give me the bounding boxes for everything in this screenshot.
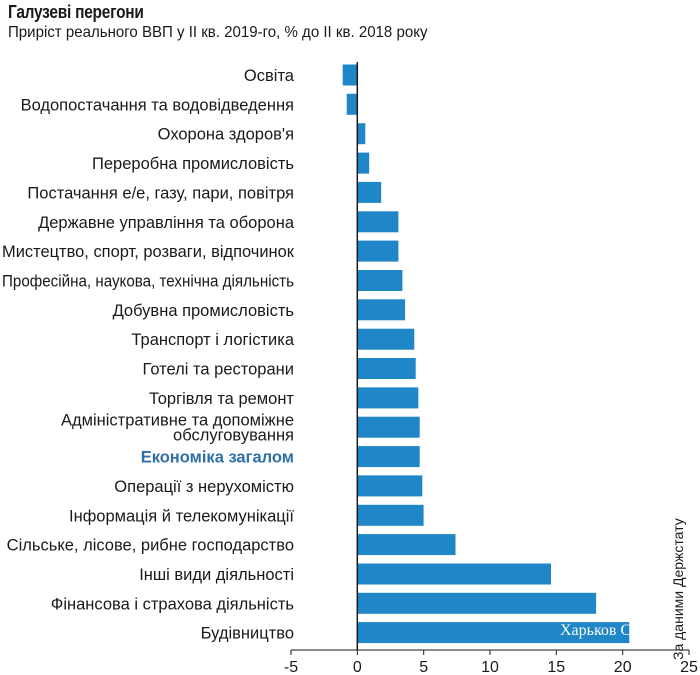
bar [357,240,399,262]
x-tick-label: 20 [614,659,632,675]
category-label: Операції з нерухомістю [114,478,294,496]
category-label: Водопостачання та водовідведення [21,96,294,114]
x-tick-label: 25 [680,659,698,675]
bar [357,475,423,497]
bar [357,416,420,438]
bar [357,387,419,409]
bar [357,504,424,526]
category-label: Транспорт і логістика [131,331,294,349]
x-tick-label: 10 [481,659,499,675]
category-label: Освіта [244,67,295,85]
bar [357,152,370,174]
x-tick-label: 5 [419,659,428,675]
bar [357,270,403,291]
source-note: За даними Держстату [670,518,686,660]
bar [357,534,456,556]
chart-subtitle: Приріст реального ВВП у ІІ кв. 2019-го, … [8,24,428,41]
bar [357,211,399,233]
category-label: Фінансова і страхова діяльність [51,595,294,613]
category-label: Торгівля та ремонт [149,390,294,408]
category-label: Сільське, лісове, рибне господарство [7,537,294,555]
bar [357,328,415,350]
category-label: Будівництво [201,625,294,643]
x-tick-label: 0 [353,659,362,675]
category-label: Охорона здоров'я [158,126,294,144]
category-label: Постачання е/е, газу, пари, повітря [27,184,294,202]
bar [357,446,420,468]
category-label: Економіка загалом [141,449,294,467]
x-tick-label: 15 [547,659,565,675]
category-label: Добувна промисловість [113,302,294,320]
bar [357,563,551,585]
category-label: Мистецтво, спорт, розваги, відпочинок [2,243,295,261]
category-label: Адміністративне та допоміжне [61,412,294,430]
bar [342,64,358,86]
category-label: Інші види діяльності [139,566,294,584]
category-label: Готелі та ресторани [143,361,295,379]
bar [357,592,597,614]
bar [357,299,406,321]
category-label: Державне управління та оборона [38,214,295,232]
category-label: Переробна промисловість [92,155,294,173]
category-label: обслуговування [173,427,294,445]
bar [357,358,416,379]
bar [357,123,366,145]
chart-title: Галузеві перегони [8,2,144,22]
x-tick-label: -5 [284,659,298,675]
bar [346,93,358,115]
category-label: Інформація й телекомунікації [69,507,294,525]
bar [357,622,630,644]
watermark-text: Харьков С [560,622,632,639]
category-label: Професійна, наукова, технічна діяльність [2,273,294,291]
bar [357,181,382,203]
